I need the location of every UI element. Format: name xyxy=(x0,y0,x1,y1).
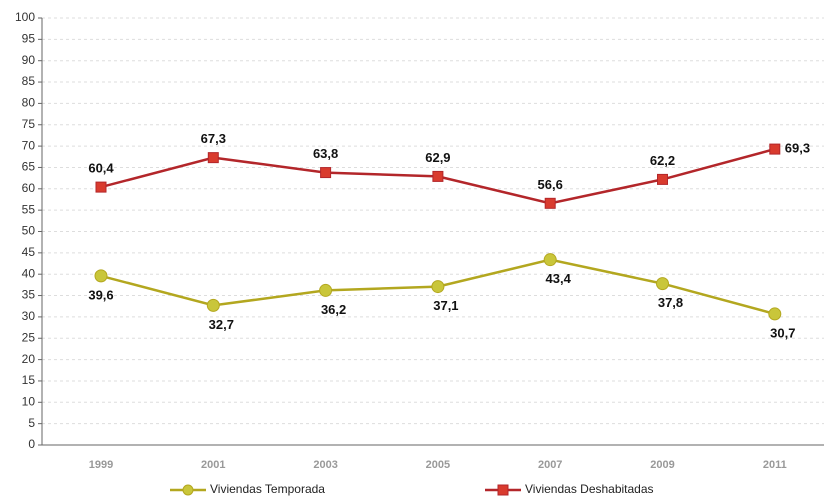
data-label: 39,6 xyxy=(88,287,113,302)
y-tick-label: 10 xyxy=(22,394,36,408)
data-label: 67,3 xyxy=(201,131,226,146)
series: 60,4 67,3 63,8 62,9 56,6 62,2 69,3 xyxy=(88,131,810,209)
y-tick-label: 85 xyxy=(22,74,36,88)
data-label: 37,8 xyxy=(658,295,683,310)
marker xyxy=(319,283,333,297)
y-tick-label: 45 xyxy=(22,245,36,259)
marker xyxy=(431,280,445,294)
y-tick-label: 95 xyxy=(22,32,36,46)
marker xyxy=(544,197,556,209)
marker xyxy=(320,167,332,179)
x-tick-label: 1999 xyxy=(89,459,113,471)
y-tick-label: 5 xyxy=(28,416,35,430)
data-label: 63,8 xyxy=(313,146,338,161)
x-tick-label: 2001 xyxy=(201,459,225,471)
legend-marker xyxy=(182,484,194,496)
marker xyxy=(95,181,107,193)
y-tick-label: 35 xyxy=(22,288,36,302)
y-tick-label: 20 xyxy=(22,352,36,366)
series: 39,6 32,7 36,2 37,1 43,4 37,8 30,7 xyxy=(88,253,795,340)
legend-item: Viviendas Temporada xyxy=(170,482,325,496)
y-tick-label: 25 xyxy=(22,330,36,344)
marker xyxy=(94,269,108,283)
x-tick-label: 2005 xyxy=(426,459,450,471)
legend-label: Viviendas Temporada xyxy=(210,482,325,496)
x-tick-label: 2007 xyxy=(538,459,562,471)
y-tick-label: 30 xyxy=(22,309,36,323)
data-label: 62,2 xyxy=(650,153,675,168)
marker xyxy=(207,152,219,164)
y-tick-label: 40 xyxy=(22,266,36,280)
data-label: 69,3 xyxy=(785,141,810,156)
y-tick-label: 60 xyxy=(22,181,36,195)
data-label: 60,4 xyxy=(88,161,114,176)
data-label: 37,1 xyxy=(433,298,458,313)
y-tick-label: 65 xyxy=(22,160,36,174)
x-tick-label: 2009 xyxy=(650,459,674,471)
y-tick-label: 100 xyxy=(15,10,35,24)
y-tick-label: 70 xyxy=(22,138,36,152)
data-label: 30,7 xyxy=(770,325,795,340)
y-tick-label: 15 xyxy=(22,373,36,387)
legend-item: Viviendas Deshabitadas xyxy=(485,482,654,496)
marker xyxy=(543,253,557,267)
marker xyxy=(206,298,220,312)
x-tick-label: 2011 xyxy=(763,459,787,471)
data-label: 43,4 xyxy=(546,271,572,286)
x-tick-label: 2003 xyxy=(313,459,337,471)
y-tick-label: 0 xyxy=(28,437,35,451)
marker xyxy=(657,173,668,185)
marker xyxy=(768,307,782,321)
marker xyxy=(769,143,781,155)
legend-marker xyxy=(497,484,509,496)
data-label: 32,7 xyxy=(209,317,234,332)
y-tick-label: 55 xyxy=(22,202,36,216)
data-label: 56,6 xyxy=(538,177,563,192)
marker xyxy=(432,170,444,182)
y-tick-label: 75 xyxy=(22,117,36,131)
y-tick-label: 90 xyxy=(22,53,36,67)
marker xyxy=(656,277,669,291)
y-tick-label: 80 xyxy=(22,96,36,110)
y-tick-label: 50 xyxy=(22,224,36,238)
data-label: 36,2 xyxy=(321,302,346,317)
data-label: 62,9 xyxy=(425,150,450,165)
legend-label: Viviendas Deshabitadas xyxy=(525,482,654,496)
